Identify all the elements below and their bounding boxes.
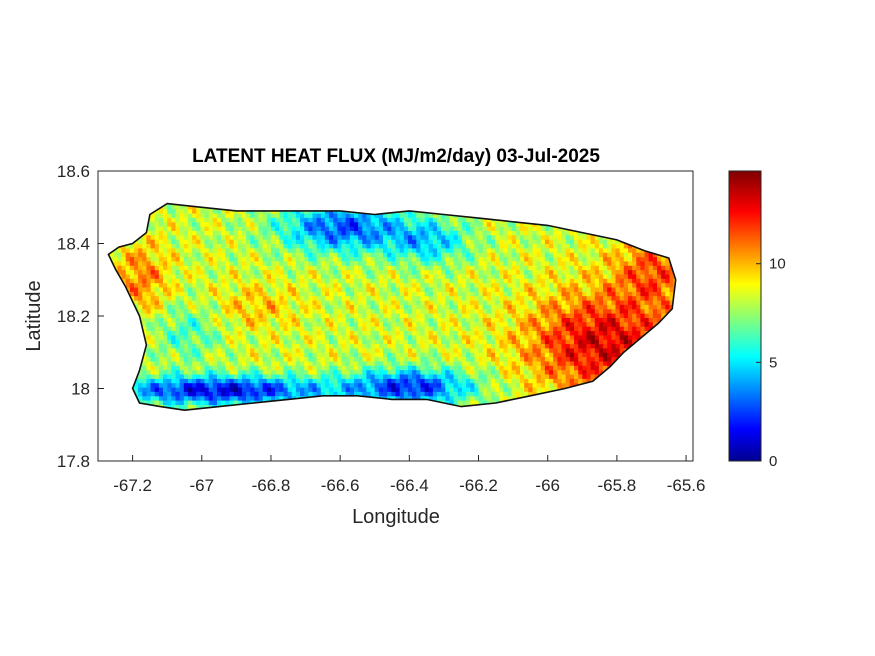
x-tick-label: -66.4	[390, 476, 429, 495]
x-tick-label: -67.2	[113, 476, 152, 495]
colorbar-tick-label: 0	[769, 453, 777, 470]
x-tick-label: -66.6	[321, 476, 360, 495]
x-tick-label: -65.8	[598, 476, 637, 495]
y-tick-label: 17.8	[57, 452, 90, 471]
heatmap-field	[108, 203, 676, 411]
y-tick-label: 18.4	[57, 235, 90, 254]
colorbar-ticks: 0 5 10	[756, 256, 786, 470]
x-tick-label: -67	[189, 476, 214, 495]
colorbar-tick-label: 5	[769, 354, 777, 371]
y-axis-label: Latitude	[23, 280, 45, 351]
colorbar	[728, 170, 762, 462]
x-tick-label: -66	[535, 476, 560, 495]
x-tick-label: -66.2	[459, 476, 498, 495]
y-axis-ticks: 17.8 18 18.2 18.4 18.6	[57, 162, 104, 471]
chart-title: LATENT HEAT FLUX (MJ/m2/day) 03-Jul-2025	[192, 146, 600, 167]
x-axis-ticks: -67.2 -67 -66.8 -66.6 -66.4 -66.2 -66 -65.8 -65.…	[113, 455, 705, 495]
x-tick-label: -65.6	[667, 476, 706, 495]
y-tick-label: 18	[71, 380, 90, 399]
y-tick-label: 18.2	[57, 307, 90, 326]
island-outline	[107, 202, 677, 412]
y-tick-label: 18.6	[57, 162, 90, 181]
colorbar-tick-label: 10	[769, 256, 786, 273]
x-tick-label: -66.8	[252, 476, 291, 495]
x-axis-label: Longitude	[352, 506, 440, 528]
